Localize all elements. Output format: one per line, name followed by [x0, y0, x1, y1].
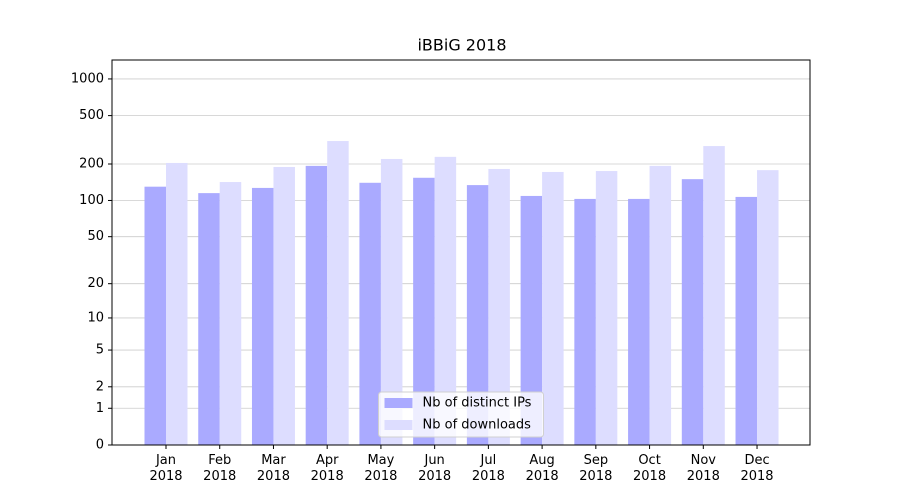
- bar: [273, 166, 295, 446]
- bar: [703, 146, 725, 446]
- x-tick-label: Sep 2018: [579, 453, 613, 484]
- x-tick-label: Oct 2018: [633, 453, 667, 484]
- y-tick-label: 5: [96, 343, 104, 358]
- bar: [305, 165, 328, 445]
- y-tick-label: 500: [79, 108, 104, 123]
- bar: [488, 168, 510, 445]
- legend-swatch: [384, 420, 413, 430]
- y-tick-label: 100: [79, 193, 104, 208]
- bar: [574, 198, 596, 445]
- x-tick-label: Jun 2018: [418, 453, 452, 484]
- bar: [681, 179, 704, 445]
- bar: [198, 193, 220, 445]
- bar: [434, 156, 457, 446]
- y-tick-label: 10: [87, 310, 104, 325]
- chart-title: iBBiG 2018: [417, 36, 506, 55]
- bar: [735, 196, 758, 445]
- legend-swatch: [384, 398, 413, 408]
- bar: [327, 141, 349, 445]
- x-tick-label: Mar 2018: [256, 453, 290, 484]
- bar: [542, 171, 564, 445]
- bar: [595, 171, 618, 445]
- bar: [166, 162, 188, 445]
- x-tick-label: Jul 2018: [471, 453, 505, 484]
- x-tick-label: Apr 2018: [310, 453, 344, 484]
- bar: [757, 170, 779, 446]
- x-tick-label: Nov 2018: [686, 453, 720, 484]
- y-tick-label: 50: [87, 229, 104, 244]
- legend-frame: [378, 391, 544, 438]
- bar: [649, 165, 672, 445]
- y-tick-label: 2: [96, 379, 104, 394]
- bar: [413, 177, 435, 445]
- y-tick-label: 200: [79, 157, 104, 172]
- x-tick-label: Jan 2018: [149, 453, 183, 484]
- x-tick-label: Aug 2018: [525, 453, 559, 484]
- y-tick-label: 1000: [71, 71, 104, 86]
- bar: [380, 158, 403, 445]
- bar: [628, 198, 650, 445]
- x-tick-label: Feb 2018: [203, 453, 237, 484]
- plot-frame: [111, 59, 811, 446]
- bar: [466, 185, 489, 446]
- bar: [251, 187, 274, 445]
- y-tick-label: 1: [96, 401, 104, 416]
- x-tick-label: May 2018: [364, 453, 398, 484]
- legend-label: Nb of distinct IPs: [423, 396, 532, 411]
- x-tick-label: Dec 2018: [740, 453, 774, 484]
- bar: [520, 195, 543, 445]
- legend: Nb of distinct IPs Nb of downloads: [378, 391, 544, 438]
- bar: [144, 186, 166, 445]
- legend-label: Nb of downloads: [423, 418, 532, 433]
- bar: [219, 182, 242, 445]
- bar: [359, 182, 381, 446]
- y-tick-label: 0: [96, 438, 104, 453]
- y-tick-label: 20: [87, 276, 104, 291]
